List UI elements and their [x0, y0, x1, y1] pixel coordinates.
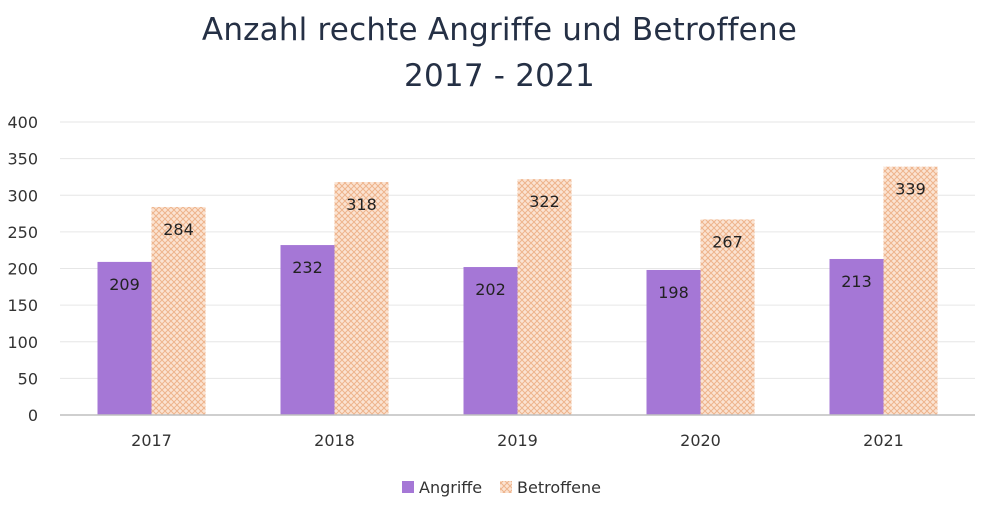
legend: Angriffe Betroffene: [402, 478, 601, 497]
bar-betroffene-2017: [151, 206, 206, 415]
bar-betroffene-2020: [700, 219, 755, 415]
data-label-betroffene-2017: 284: [163, 220, 194, 239]
legend-swatch-angriffe: [402, 481, 414, 493]
x-tick-label-2019: 2019: [497, 431, 538, 450]
x-tick-label-2018: 2018: [314, 431, 355, 450]
y-tick-label: 400: [7, 113, 38, 132]
y-tick-label: 250: [7, 223, 38, 242]
data-label-betroffene-2021: 339: [895, 180, 926, 199]
legend-label-betroffene: Betroffene: [517, 478, 601, 497]
data-label-angriffe-2019: 202: [475, 280, 506, 299]
data-label-betroffene-2018: 318: [346, 195, 377, 214]
y-tick-label: 350: [7, 150, 38, 169]
bar-angriffe-2021: [829, 258, 884, 415]
data-label-angriffe-2017: 209: [109, 275, 140, 294]
data-label-angriffe-2018: 232: [292, 258, 323, 277]
y-tick-label: 300: [7, 186, 38, 205]
legend-swatch-betroffene: [500, 481, 512, 493]
bar-angriffe-2019: [463, 267, 518, 415]
data-label-angriffe-2020: 198: [658, 283, 689, 302]
data-label-betroffene-2019: 322: [529, 192, 560, 211]
x-tick-label-2020: 2020: [680, 431, 721, 450]
y-tick-label: 150: [7, 296, 38, 315]
y-tick-label: 0: [28, 406, 38, 425]
bar-angriffe-2018: [280, 245, 335, 415]
chart-title: Anzahl rechte Angriffe und Betroffene: [201, 12, 798, 48]
y-tick-label: 100: [7, 333, 38, 352]
chart-subtitle: 2017 - 2021: [404, 58, 595, 94]
legend-label-angriffe: Angriffe: [419, 478, 482, 497]
x-tick-label-2021: 2021: [863, 431, 904, 450]
x-tick-label-2017: 2017: [131, 431, 172, 450]
y-tick-label: 50: [18, 369, 38, 388]
data-label-angriffe-2021: 213: [841, 272, 872, 291]
y-tick-label: 200: [7, 260, 38, 279]
bar-betroffene-2018: [334, 182, 389, 415]
bar-angriffe-2020: [646, 269, 701, 415]
axes: 0 50 100 150 200 250 300 350 400 2017 2018 2019 2020…: [7, 113, 975, 450]
bar-angriffe-2017: [97, 261, 152, 415]
bar-betroffene-2021: [883, 166, 938, 415]
data-labels: 209 284 232 318 202 322 198 267 213 339: [109, 180, 926, 302]
bars: [97, 166, 938, 415]
bar-betroffene-2019: [517, 179, 572, 415]
data-label-betroffene-2020: 267: [712, 232, 743, 251]
